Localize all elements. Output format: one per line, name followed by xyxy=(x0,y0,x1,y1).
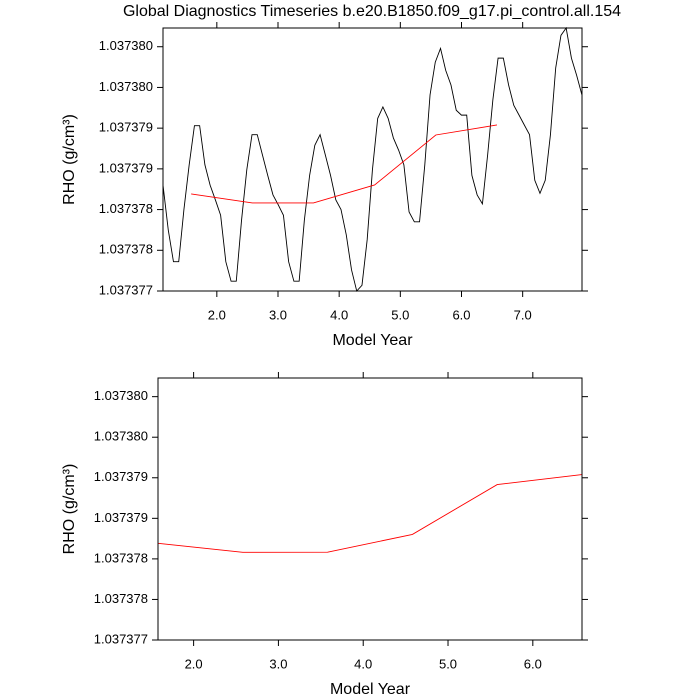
x-tick-label: 7.0 xyxy=(514,307,532,322)
chart-title: Global Diagnostics Timeseries b.e20.B185… xyxy=(123,3,621,20)
x-axis-label: Model Year xyxy=(332,332,413,349)
y-tick-label: 1.037379 xyxy=(94,510,148,525)
x-tick-label: 4.0 xyxy=(330,307,348,322)
x-tick-label: 5.0 xyxy=(439,656,457,671)
y-tick-label: 1.037378 xyxy=(99,242,153,257)
y-tick-label: 1.037377 xyxy=(94,631,148,646)
y-tick-label: 1.037379 xyxy=(94,469,148,484)
y-tick-label: 1.037377 xyxy=(99,282,153,297)
x-tick-label: 4.0 xyxy=(354,656,372,671)
data-line xyxy=(162,26,583,292)
x-tick-label: 2.0 xyxy=(208,307,226,322)
plot-frame xyxy=(157,377,583,641)
x-tick-label: 5.0 xyxy=(391,307,409,322)
y-axis-label: RHO (g/cm³) xyxy=(61,464,78,555)
y-tick-label: 1.037380 xyxy=(99,38,153,53)
y-tick-label: 1.037380 xyxy=(99,79,153,94)
panel: Global Diagnostics Timeseries b.e20.B185… xyxy=(61,3,621,349)
y-tick-label: 1.037378 xyxy=(94,591,148,606)
y-axis-label: RHO (g/cm³) xyxy=(61,114,78,205)
y-tick-label: 1.037379 xyxy=(99,120,153,135)
x-tick-label: 6.0 xyxy=(524,656,542,671)
y-tick-label: 1.037380 xyxy=(94,388,148,403)
y-tick-label: 1.037378 xyxy=(99,201,153,216)
plot-frame xyxy=(162,27,583,292)
data-line xyxy=(191,124,498,204)
y-tick-label: 1.037379 xyxy=(99,160,153,175)
x-tick-label: 3.0 xyxy=(269,656,287,671)
x-tick-label: 2.0 xyxy=(185,656,203,671)
y-tick-label: 1.037380 xyxy=(94,429,148,444)
x-tick-label: 3.0 xyxy=(269,307,287,322)
y-tick-label: 1.037378 xyxy=(94,550,148,565)
x-axis-label: Model Year xyxy=(330,681,411,698)
x-tick-label: 6.0 xyxy=(452,307,470,322)
data-line xyxy=(157,474,583,553)
panel: 1.037377 1.037378 1.037378 1.037379 1.037379… xyxy=(61,372,588,698)
